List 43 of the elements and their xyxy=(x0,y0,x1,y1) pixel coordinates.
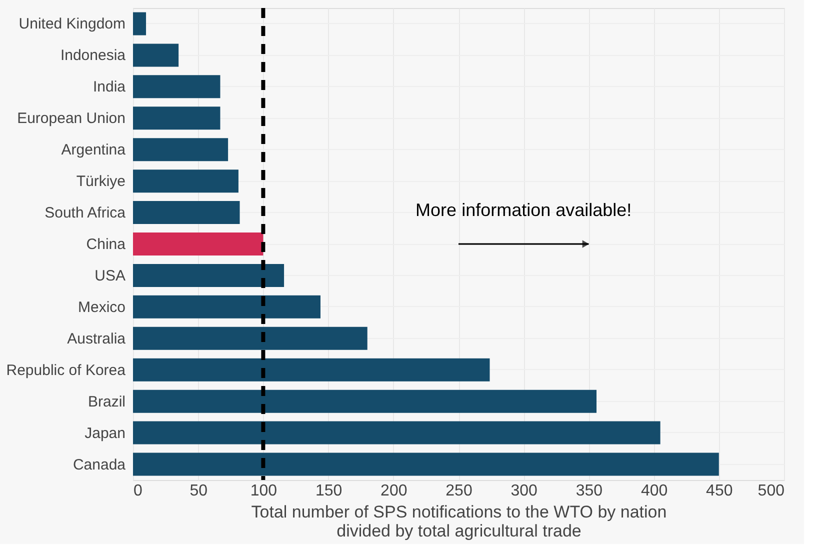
bar xyxy=(133,358,490,382)
annotation: More information available! xyxy=(416,200,632,220)
y-tick-label: European Union xyxy=(17,110,126,128)
y-tick-label: United Kingdom xyxy=(18,16,126,33)
x-tick-label: 400 xyxy=(640,482,668,500)
bar xyxy=(133,201,240,224)
x-tick-label: 500 xyxy=(758,482,785,500)
bar xyxy=(133,170,238,193)
y-tick-label: Argentina xyxy=(61,142,126,159)
bar xyxy=(133,452,719,476)
bar xyxy=(133,421,660,444)
y-tick-label: Mexico xyxy=(78,298,126,316)
y-tick-label: Türkiye xyxy=(76,173,126,190)
y-tick-label: Indonesia xyxy=(60,47,126,64)
y-tick-label: Australia xyxy=(67,330,126,348)
bar xyxy=(133,264,284,287)
bar xyxy=(133,44,179,67)
bar xyxy=(133,295,320,318)
y-tick-label: Japan xyxy=(84,424,126,442)
bar xyxy=(133,326,368,350)
y-tick-label: Canada xyxy=(72,456,126,474)
y-tick-label: South Africa xyxy=(44,204,126,222)
x-tick-label: 300 xyxy=(510,482,538,500)
x-tick-label: 200 xyxy=(380,482,408,500)
y-tick-label: India xyxy=(92,78,126,96)
bar xyxy=(133,390,597,413)
y-tick-label: Republic of Korea xyxy=(6,362,126,379)
bar xyxy=(133,232,264,256)
y-tick-label: China xyxy=(86,236,126,253)
bar xyxy=(133,12,146,36)
x-tick-label: 250 xyxy=(446,482,472,500)
x-tick-label: 50 xyxy=(190,482,208,500)
y-tick-label: USA xyxy=(94,267,126,284)
x-tick-label: 150 xyxy=(315,482,342,500)
x-tick-label: 100 xyxy=(250,482,278,500)
x-tick-label: 450 xyxy=(706,482,733,500)
bar xyxy=(133,138,228,162)
y-tick-label: Brazil xyxy=(88,393,126,410)
x-tick-label: 350 xyxy=(576,482,603,500)
x-axis-title: Total number of SPS notifications to the WTO by nation divided by total agricultural trade xyxy=(251,502,667,540)
x-tick-label: 0 xyxy=(134,482,142,500)
bar xyxy=(133,75,220,98)
bar xyxy=(133,106,220,130)
